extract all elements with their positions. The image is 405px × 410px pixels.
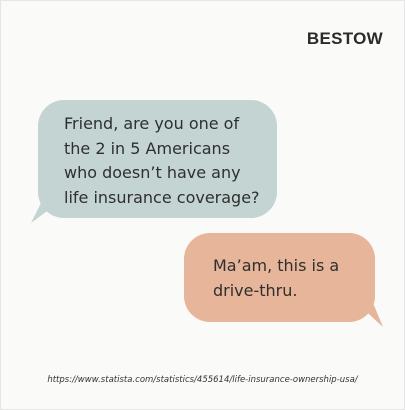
reply-line-1: Ma’am, this is a [213, 256, 340, 275]
source-citation: https://www.statista.com/statistics/4556… [47, 375, 358, 385]
reply-bubble: Ma’am, this is a drive-thru. [184, 233, 375, 322]
question-line-2: the 2 in 5 Americans [64, 138, 231, 158]
reply-line-2: drive-thru. [213, 280, 298, 300]
question-line-4: life insurance coverage? [64, 187, 260, 207]
question-bubble: Friend, are you one of the 2 in 5 Americ… [38, 100, 277, 218]
bestow-logo: BESTOW [306, 29, 383, 48]
question-line-1: Friend, are you one of [64, 114, 240, 133]
question-line-3: who doesn’t have any [64, 163, 241, 182]
